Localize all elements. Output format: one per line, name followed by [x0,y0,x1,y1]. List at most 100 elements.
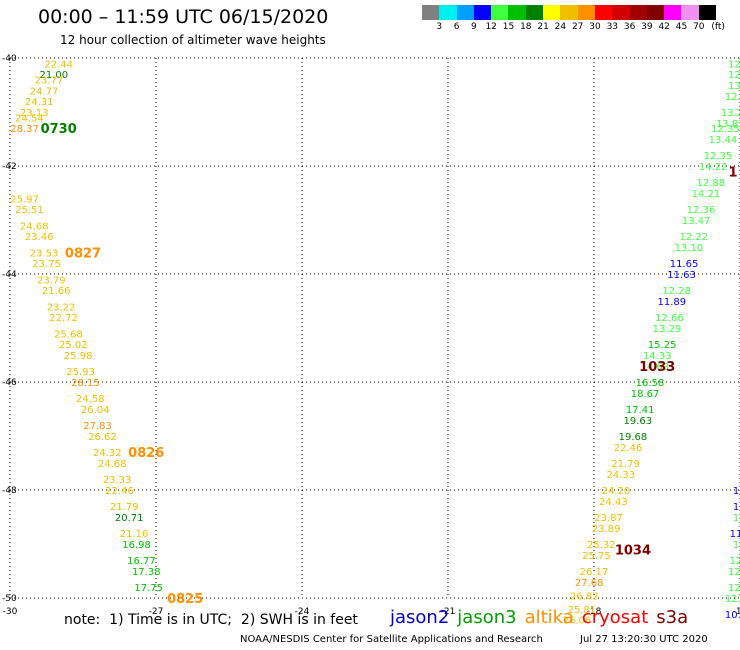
swh-point: 22.72 [49,313,78,324]
x-tick-label: -27 [149,607,164,617]
swh-point: 25.97 [10,194,39,205]
y-tick-label: -46 [2,378,17,388]
swh-point: 23.22 [47,302,76,313]
legend-swatch [612,5,630,20]
swh-point: 12.35 [704,151,733,162]
swh-point: 25.51 [15,205,44,216]
swh-point: 24.68 [20,221,49,232]
footer-timestamp: Jul 27 13:20:30 UTC 2020 [580,634,708,645]
y-tick-label: -50 [2,594,17,604]
x-tick-label: -24 [295,607,310,617]
swh-point: 17.41 [626,405,655,416]
swh-point: 13.83 [716,119,740,130]
swh-point: 13. [728,81,740,92]
swh-point: 26.04 [81,405,110,416]
swh-point: 12. [728,567,740,578]
swh-point: 19.63 [623,416,652,427]
pass-time-label: 0825 [167,592,203,607]
swh-point: 16.58 [636,378,665,389]
swh-point: 23.89 [592,524,621,535]
swh-point: 12.36 [687,205,716,216]
color-legend-labels: 3 6 9 12 15 18 21 24 27 30 33 36 39 42 45 70 (ft) [422,22,740,34]
y-tick-label: -42 [2,162,17,172]
footer-note: note: 1) Time is in UTC; 2) SWH is in fe… [64,612,358,628]
swh-point: 18.67 [631,389,660,400]
swh-point: 24.33 [606,470,635,481]
swh-point: 26.82 [570,591,599,602]
swh-point: 15.25 [648,340,677,351]
swh-point: 23.33 [103,475,132,486]
swh-point: 25.32 [587,540,616,551]
swh-point: 14.21 [692,189,721,200]
swh-point: 24.31 [25,97,54,108]
swh-point: 27.83 [83,421,112,432]
swh-point: 23.13 [20,108,49,119]
swh-point: 25.02 [59,340,88,351]
satellite-altika: altika [524,607,574,628]
y-tick-label: -44 [2,270,17,280]
satellite-cryosat: cryosat [581,607,649,628]
swh-point: 12. [728,583,740,594]
swh-point: 14.22 [699,162,728,173]
swh-point: 23.46 [25,232,54,243]
swh-point: 11 [730,529,740,540]
legend-swatch [491,5,509,20]
swh-point: 12.66 [655,313,684,324]
legend-swatch [543,5,561,20]
swh-point: 13.29 [653,324,682,335]
swh-point: 21.16 [120,529,149,540]
swh-point: 22.46 [614,443,643,454]
legend-swatch [473,5,492,20]
swh-point: 12. [728,59,740,70]
swh-point: 16.77 [127,556,156,567]
swh-point: 11.65 [670,259,699,270]
swh-point: 24.54 [15,113,44,124]
swh-point: 26.62 [88,432,117,443]
swh-point: 13.10 [675,243,704,254]
swh-point: 12.35 [711,124,740,135]
pass-time-label: 0827 [65,246,101,261]
y-tick-label: -40 [2,54,17,64]
legend-swatch [525,5,544,20]
swh-point: 19.68 [619,432,648,443]
swh-point: 11.89 [658,297,687,308]
swh-point: 16.98 [122,540,151,551]
legend-swatch [422,5,440,20]
swh-point: 17.38 [132,567,161,578]
swh-point: 12.8 [725,92,740,103]
legend-swatch [456,5,474,20]
x-tick-label: -21 [441,607,456,617]
swh-point: 11.63 [667,270,696,281]
swh-point: 1 [733,486,739,497]
swh-point: 21.79 [110,502,139,513]
legend-label: 45 [675,22,688,32]
legend-swatch [439,5,457,20]
swh-point: 25.68 [54,329,83,340]
legend-swatch [646,5,665,20]
swh-point: 14.63 [641,362,670,373]
swh-point: 13.25 [721,108,740,119]
swh-point: 1 [733,502,739,513]
y-tick-label: -48 [2,486,17,496]
legend-label: (ft) [711,22,725,32]
legend-swatch [560,5,578,20]
chart-title: 00:00 – 11:59 UTC 06/15/2020 [38,6,329,28]
x-tick-label: -30 [3,607,18,617]
swh-point: 21.79 [611,459,640,470]
swh-point: 24.77 [30,86,59,97]
footer-credit: NOAA/NESDIS Center for Satellite Applica… [240,634,543,645]
swh-point: 26.17 [580,567,609,578]
x-tick-label: -18 [587,607,602,617]
legend-swatch [681,5,699,20]
swh-point: 14.33 [643,351,672,362]
satellite-jason3: jason3 [457,607,517,628]
swh-point: 24.68 [98,459,127,470]
legend-label: 33 [606,22,619,32]
swh-point: 23.79 [37,275,66,286]
legend-label: 15 [502,22,515,32]
swh-point: 25.98 [64,351,93,362]
legend-label: 70 [693,22,705,32]
swh-point: 24.20 [602,486,631,497]
swh-point: 10.3 [725,610,740,621]
